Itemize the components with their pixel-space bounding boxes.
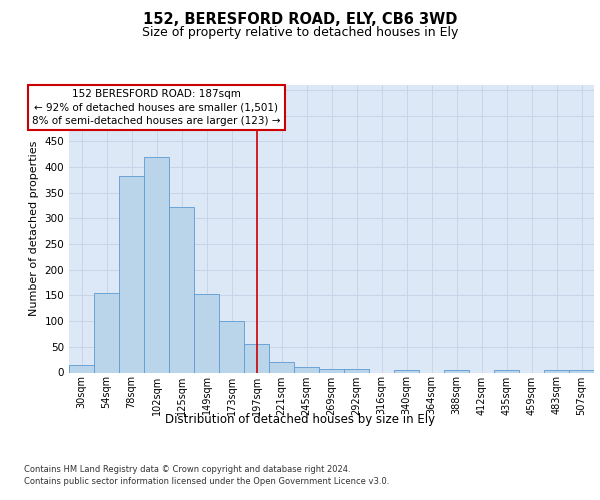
Bar [544, 370, 569, 372]
Bar [244, 344, 269, 372]
Bar [94, 293, 119, 372]
Bar [344, 370, 369, 372]
Bar [194, 294, 219, 372]
Bar [169, 207, 194, 372]
Text: 152, BERESFORD ROAD, ELY, CB6 3WD: 152, BERESFORD ROAD, ELY, CB6 3WD [143, 12, 457, 28]
Text: 152 BERESFORD ROAD: 187sqm
← 92% of detached houses are smaller (1,501)
8% of se: 152 BERESFORD ROAD: 187sqm ← 92% of deta… [32, 89, 281, 126]
Bar [219, 321, 244, 372]
Text: Size of property relative to detached houses in Ely: Size of property relative to detached ho… [142, 26, 458, 39]
Text: Distribution of detached houses by size in Ely: Distribution of detached houses by size … [165, 412, 435, 426]
Bar [444, 370, 469, 372]
Text: Contains public sector information licensed under the Open Government Licence v3: Contains public sector information licen… [24, 478, 389, 486]
Bar [269, 362, 294, 372]
Bar [569, 370, 594, 372]
Text: Contains HM Land Registry data © Crown copyright and database right 2024.: Contains HM Land Registry data © Crown c… [24, 465, 350, 474]
Bar [494, 370, 519, 372]
Y-axis label: Number of detached properties: Number of detached properties [29, 141, 39, 316]
Bar [294, 367, 319, 372]
Bar [144, 157, 169, 372]
Bar [119, 176, 144, 372]
Bar [319, 370, 344, 372]
Bar [69, 365, 94, 372]
Bar [394, 370, 419, 372]
